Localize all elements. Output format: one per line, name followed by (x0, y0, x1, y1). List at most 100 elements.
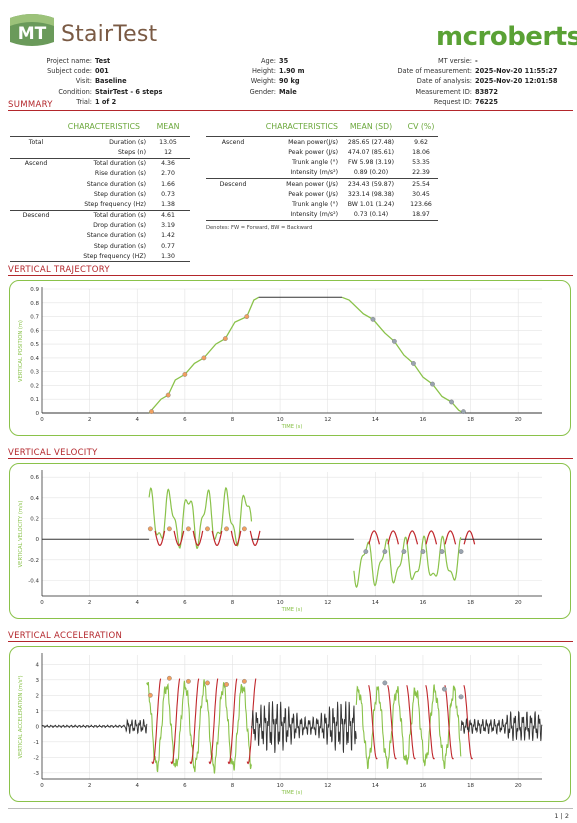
acceleration-line-ascend (146, 679, 253, 774)
section-divider (8, 641, 573, 642)
step-marker-descend (449, 399, 454, 405)
table-row: Peak power (J/s) 474.07 (85.61) 18.06 (288, 148, 430, 156)
x-tick-label: 4 (135, 600, 139, 606)
y-tick-label: 0.5 (30, 342, 39, 348)
page-number: 1 | 2 (554, 812, 569, 820)
y-tick-label: 0 (36, 411, 40, 417)
y-tick-label: -3 (34, 771, 40, 777)
step-marker-descend (401, 549, 407, 554)
step-marker-ascend (224, 682, 229, 687)
step-marker-ascend (147, 692, 153, 698)
velocity-stance-ascend (230, 530, 242, 547)
table-row: Step duration (s) 0.77 (93, 242, 175, 250)
x-axis-label: TIME (s) (281, 607, 303, 613)
summary-table-power: CHARACTERISTICS MEAN (SD) CV (%) Ascend Mea… (206, 121, 438, 231)
velocity-plot-frame: 0 2 4 6 8 10 12 14 16 18 20 -0.4 -0.2 0 0.2 0.4 0.6 TIME … (9, 463, 571, 619)
x-axis-label: TIME (s) (281, 790, 303, 796)
x-tick-label: 0 (40, 600, 44, 606)
table-row: Rise duration (s) 2.70 (94, 170, 175, 178)
step-marker-ascend (241, 526, 247, 532)
x-tick-label: 6 (183, 600, 187, 606)
step-marker-descend (370, 316, 376, 322)
x-tick-label: 8 (231, 783, 235, 789)
velocity-stance-descend (368, 530, 380, 545)
y-tick-label: 0.4 (30, 356, 39, 362)
step-marker-descend (382, 680, 388, 686)
acceleration-stance-ascend (208, 678, 219, 765)
acceleration-stance-ascend (246, 678, 257, 765)
x-tick-label: 4 (135, 783, 139, 789)
x-tick-label: 4 (135, 417, 139, 423)
acceleration-plot-frame: 0 2 4 6 8 10 12 14 16 18 20 -3 -2 -1 0 1 2 3 4 TIME (s) VERT… (9, 646, 571, 802)
velocity-stance-descend (463, 530, 476, 545)
col-header-characteristics: CHARACTERISTICS (67, 121, 140, 131)
y-tick-label: 0.4 (30, 496, 39, 502)
y-tick-label: 0.2 (30, 517, 39, 523)
velocity-stance-descend (406, 530, 419, 545)
y-tick-label: -0.4 (28, 579, 39, 585)
summary-table-durations: CHARACTERISTICS MEAN Total Duration (s) 13.… (10, 121, 190, 262)
y-tick-label: 0.1 (30, 397, 39, 403)
velocity-stance-ascend (249, 530, 261, 547)
acceleration-stance-ascend (189, 678, 200, 765)
x-tick-label: 2 (88, 783, 92, 789)
section-divider (8, 458, 573, 459)
table-row: Trunk angle (°) FW 5.98 (3.19) 53.35 (292, 159, 430, 167)
section-title-summary: SUMMARY (8, 100, 53, 110)
x-tick-label: 0 (40, 783, 44, 789)
col-header-mean-sd: MEAN (SD) (349, 121, 393, 131)
table-row: Step frequency (Hz) 1.38 (10, 199, 190, 210)
trajectory-line-ascend (148, 296, 260, 414)
velocity-stance-ascend (154, 530, 166, 547)
step-marker-descend (363, 549, 369, 554)
step-marker-descend (420, 549, 426, 554)
velocity-line-descend (353, 535, 462, 588)
trajectory-chart: 0 2 4 6 8 10 12 14 16 18 20 0 0.1 0.2 0.3 0.4 0.5 0.6 0.7 0… (18, 287, 542, 430)
y-tick-label: 0 (36, 537, 40, 543)
step-marker-ascend (166, 526, 172, 532)
x-tick-label: 18 (467, 783, 474, 789)
table-row: Step frequency (HZ) 1.30 (10, 251, 190, 262)
velocity-stance-descend (387, 530, 399, 545)
x-tick-label: 18 (467, 600, 474, 606)
meta-left: Project name: Test Subject code: 001 Visit… (46, 57, 163, 106)
col-header-characteristics: CHARACTERISTICS (265, 121, 338, 131)
acceleration-stance-descend (425, 685, 435, 760)
mt-logo: MT (8, 12, 56, 48)
acceleration-stance-descend (368, 685, 378, 760)
y-tick-label: -1 (34, 740, 39, 746)
x-tick-label: 10 (277, 783, 284, 789)
y-axis-label: VERTICAL ACCELERATION (m/s²) (18, 675, 24, 758)
x-tick-label: 14 (372, 600, 379, 606)
section-title-velocity: VERTICAL VELOCITY (8, 448, 98, 458)
x-tick-label: 10 (277, 600, 284, 606)
y-tick-label: 3 (36, 678, 40, 684)
table-row: Drop duration (s) 3.19 (93, 222, 175, 230)
table-row: Trunk angle (°) BW 1.01 (1.24) 123.66 (292, 200, 432, 208)
x-axis-label: TIME (s) (281, 424, 303, 430)
step-marker-ascend (186, 526, 191, 532)
x-tick-label: 8 (231, 417, 235, 423)
velocity-stance-descend (444, 530, 457, 545)
acceleration-stance-ascend (151, 678, 162, 765)
app-title: StairTest (61, 22, 158, 47)
brand-logo: mcroberts (436, 22, 577, 52)
section-title-trajectory: VERTICAL TRAJECTORY (8, 265, 110, 275)
footer-divider (8, 808, 573, 809)
x-tick-label: 10 (277, 417, 284, 423)
x-tick-label: 20 (515, 600, 522, 606)
step-marker-ascend (205, 526, 210, 532)
step-marker-descend (461, 409, 466, 415)
acceleration-line-top (251, 701, 357, 753)
acceleration-stance-ascend (170, 678, 181, 765)
step-marker-ascend (244, 314, 250, 319)
velocity-stance-ascend (211, 530, 223, 547)
x-tick-label: 14 (372, 417, 379, 423)
table-row: Total Duration (s) 13.05 (28, 138, 177, 146)
section-divider (8, 275, 573, 276)
x-tick-label: 18 (467, 417, 474, 423)
x-tick-label: 6 (183, 783, 187, 789)
step-marker-descend (439, 549, 445, 554)
acceleration-stance-descend (387, 685, 397, 760)
step-marker-ascend (182, 372, 188, 377)
